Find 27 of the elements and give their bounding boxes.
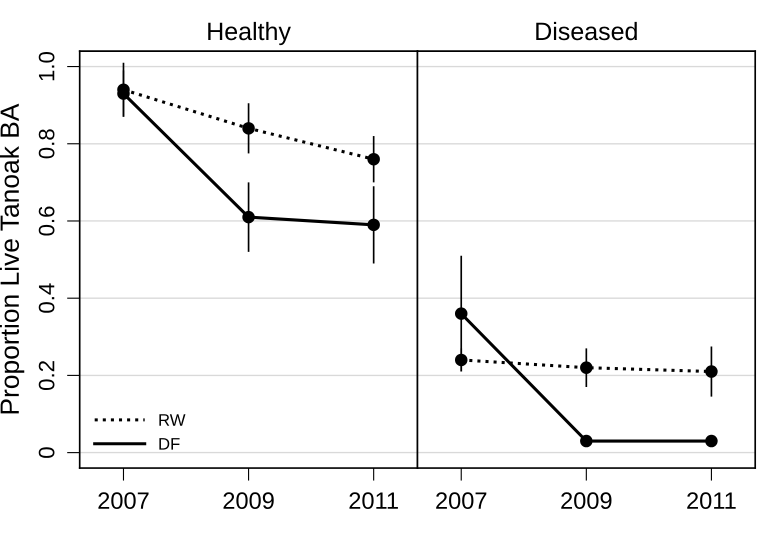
- point: [242, 210, 255, 224]
- y-tick-label: 0.2: [38, 361, 54, 390]
- chart-title: Healthy: [208, 22, 291, 46]
- point: [705, 434, 718, 448]
- x-tick-label: 2007: [98, 492, 149, 510]
- y-tick-label: 1.0: [38, 52, 54, 80]
- point: [454, 354, 468, 366]
- y-axis-title: Proportion Live Tanoak BA: [0, 104, 24, 414]
- chart-title: Diseased: [536, 22, 637, 40]
- point: [242, 122, 255, 135]
- point: [367, 152, 380, 166]
- point: [580, 434, 593, 448]
- point: [705, 365, 718, 378]
- y-tick-label: 0.6: [38, 206, 54, 236]
- x-tick-label: 2011: [687, 492, 736, 510]
- y-tick-label: 0: [38, 447, 54, 458]
- point: [367, 218, 380, 232]
- legend-label: RW: [159, 414, 186, 426]
- x-tick-label: 2007: [436, 492, 486, 510]
- point: [580, 361, 593, 374]
- y-tick-label: 0.4: [38, 283, 54, 313]
- y-tick-label: 0.8: [38, 129, 54, 158]
- x-tick-label: 2009: [224, 492, 274, 510]
- x-tick-label: 2009: [561, 492, 612, 510]
- point: [454, 307, 468, 320]
- x-tick-label: 2011: [349, 492, 398, 510]
- legend-label: DF: [159, 438, 180, 450]
